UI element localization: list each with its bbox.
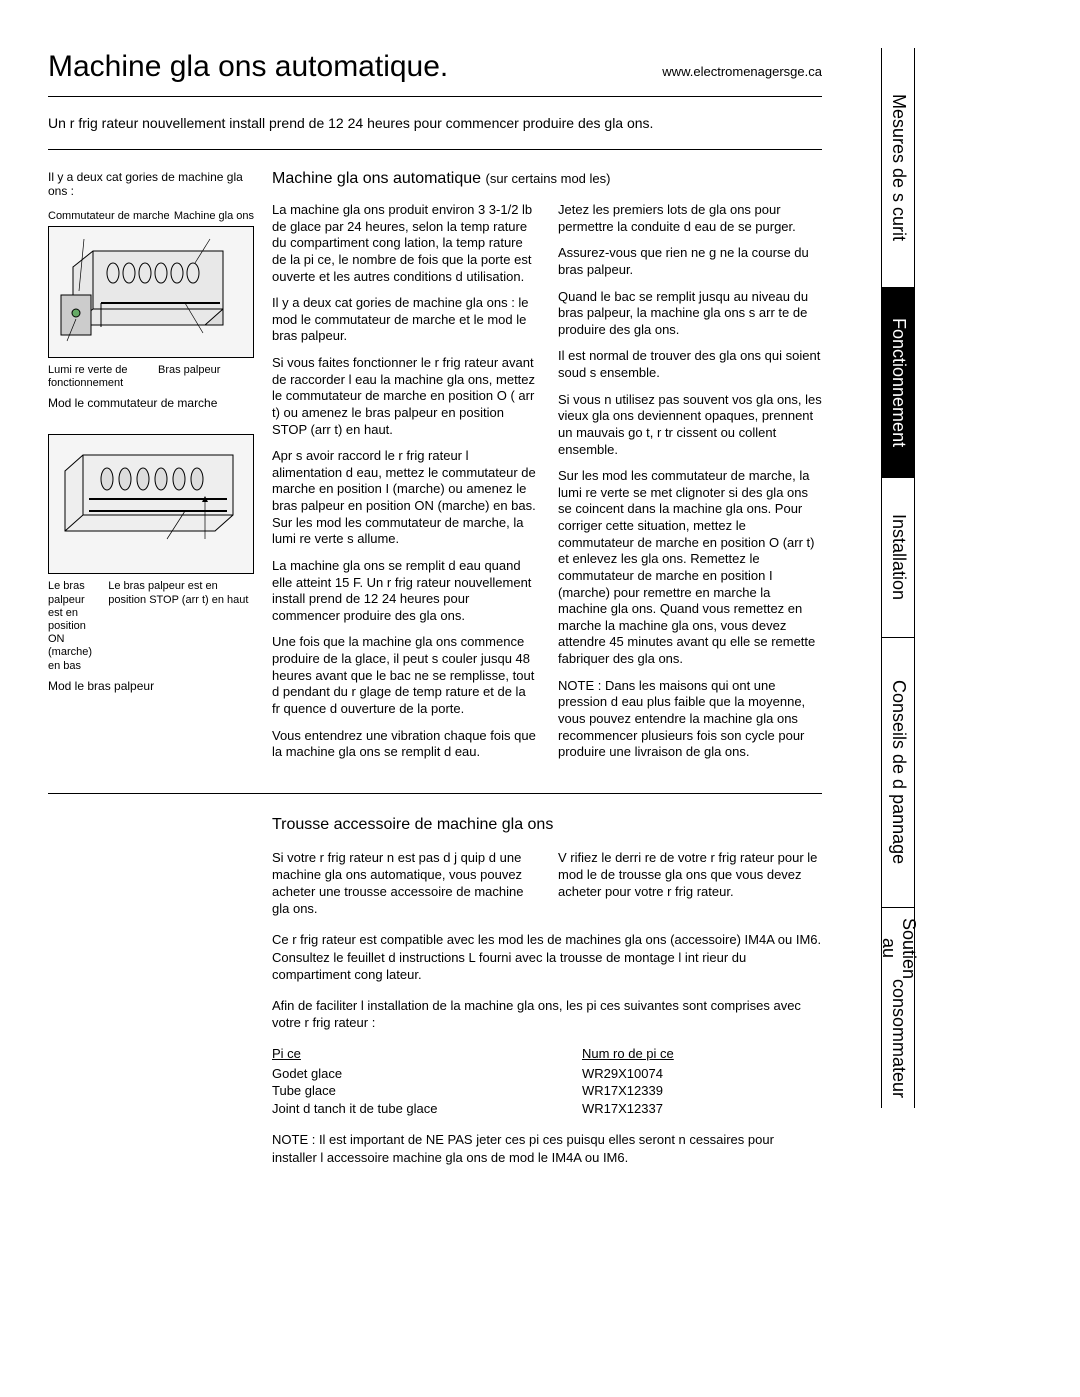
acc-col-right: V rifiez le derri re de votre r frig rat…: [558, 849, 822, 918]
model2-caption: Mod le bras palpeur: [48, 679, 254, 693]
acc-note: NOTE : Il est important de NE PAS jeter …: [272, 1131, 822, 1165]
parts-table: Pi ce Godet glace Tube glace Joint d tan…: [272, 1045, 822, 1117]
category-note: Il y a deux cat gories de machine gla on…: [48, 170, 254, 198]
section1-title: Machine gla ons automatique (sur certain…: [272, 170, 822, 188]
header-url: www.electromenagersge.ca: [662, 64, 822, 79]
acc-p3: Afin de faciliter l installation de la m…: [272, 997, 822, 1031]
fig1-label-br: Bras palpeur: [158, 364, 220, 390]
fig1-label-right: Machine gla ons: [174, 210, 254, 222]
tab-depannage[interactable]: Conseils de d pannage: [882, 638, 914, 908]
tab-soutien[interactable]: Soutien auconsommateur: [882, 908, 914, 1108]
acc-col-left: Si votre r frig rateur n est pas d j qui…: [272, 849, 536, 918]
icemaker-figure-2: [48, 434, 254, 574]
tab-installation[interactable]: Installation: [882, 478, 914, 638]
fig1-label-bl: Lumi re verte de fonctionnement: [48, 364, 138, 390]
intro-text: Un r frig rateur nouvellement install pr…: [48, 115, 822, 150]
model1-caption: Mod le commutateur de marche: [48, 396, 254, 410]
tab-fonctionnement[interactable]: Fonctionnement: [882, 288, 914, 478]
icemaker-figure-1: [48, 226, 254, 358]
fig2-label-left: Le bras palpeur est en position ON (marc…: [48, 580, 102, 672]
body-col-2: Jetez les premiers lots de gla ons pour …: [558, 202, 822, 771]
acc-p2: Ce r frig rateur est compatible avec les…: [272, 931, 822, 982]
body-col-1: La machine gla ons produit environ 3 3-1…: [272, 202, 536, 771]
section2-title: Trousse accessoire de machine gla ons: [272, 814, 822, 835]
tab-securite[interactable]: Mesures de s curit: [882, 48, 914, 288]
side-tabs: Mesures de s curit Fonctionnement Instal…: [881, 48, 915, 1108]
page-title: Machine gla ons automatique.: [48, 50, 448, 84]
fig2-label-right: Le bras palpeur est en position STOP (ar…: [108, 580, 254, 672]
fig1-label-left: Commutateur de marche: [48, 210, 170, 222]
